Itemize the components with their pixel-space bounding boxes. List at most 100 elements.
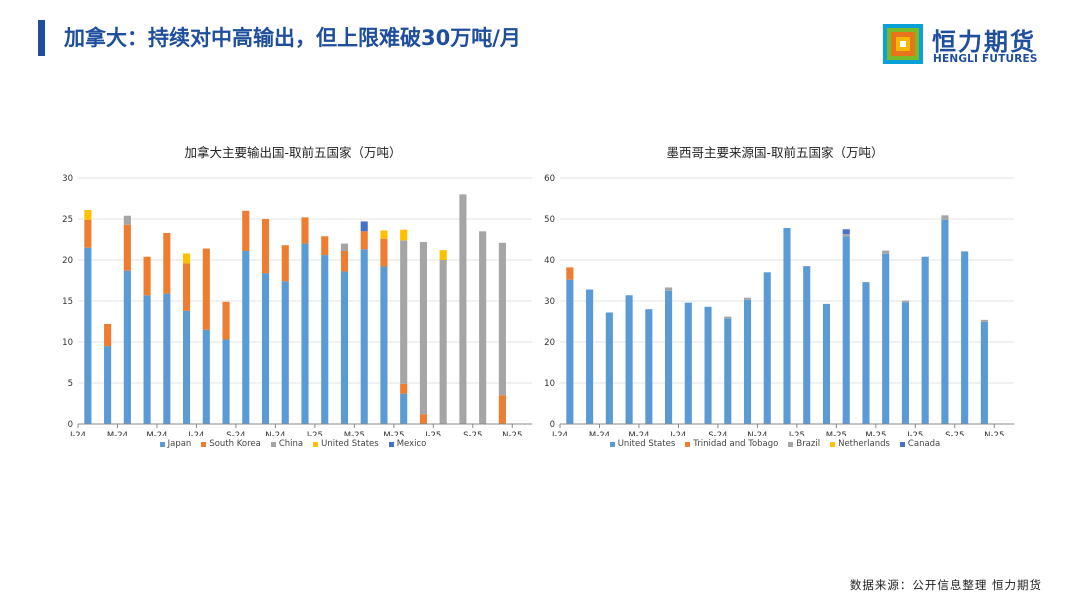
bar-segment [901,300,909,303]
mexico-imports-plot: 0 10 20 30 40 50 60 J-24 M-24 M-24 J-24 S-24 N-24 J-2… [544,174,1014,436]
bar-segment [340,271,349,424]
bar-segment [380,266,388,424]
bar-segment [400,240,408,384]
bar-segment [104,323,112,347]
bar-segment [360,221,368,232]
x-tick-label: S-25 [945,431,964,436]
legend-swatch [313,441,319,447]
bar-segment [459,194,467,424]
bar-segment [822,303,831,424]
bar-segment [84,219,92,248]
y-tick-label: 15 [62,297,73,307]
x-tick-label: N-24 [747,431,767,436]
legend-label: Trinidad and Tobago [693,439,779,449]
y-tick-label: 30 [62,174,73,184]
legend-label: South Korea [209,439,261,449]
legend-item: South Korea [201,439,261,449]
bar-segment [183,263,191,311]
bar-segment [605,312,613,424]
y-tick-label: 30 [544,297,555,307]
x-tick-label: M-25 [383,431,404,436]
x-tick-label: M-24 [146,431,167,436]
mexico-imports-chart: 墨西哥主要来源国-取前五国家（万吨） 0 10 20 30 40 50 60 J-24 M-24… [530,142,1020,462]
bar-segment [400,393,408,424]
bar-segment [321,236,329,256]
chart-legend: United States Trinidad and Tobago Brazil Ne… [530,439,1020,449]
x-tick-label: S-25 [463,431,482,436]
y-tick-label: 10 [544,379,555,389]
bar-segment [498,242,506,396]
legend-swatch [899,441,905,447]
legend-label: Japan [167,439,192,449]
bar-segment [84,209,92,220]
title-accent-bar [38,20,45,56]
legend-item: China [270,439,303,449]
bar-segment [882,250,890,254]
bar-segment [222,301,230,340]
bar-segment [980,319,988,322]
bar-segment [684,302,692,424]
x-tick-label: N-25 [984,431,1004,436]
bar-segment [419,241,427,415]
y-tick-label: 0 [68,420,73,430]
bar-segment [321,255,329,424]
bar-segment [961,251,969,424]
bar-segment [143,256,151,296]
x-tick-label: S-24 [708,431,727,436]
bar-segment [301,243,309,424]
bar-segment [941,219,949,424]
chart-legend: Japan South Korea China United States Mexico [48,439,538,449]
bar-segment [281,245,289,282]
bar-segment [921,256,929,424]
bar-segment [163,232,171,294]
bar-segment [498,395,506,424]
legend-swatch [388,441,394,447]
x-tick-label: J-25 [306,431,323,436]
y-tick-label: 60 [544,174,555,184]
bar-segment [123,215,131,225]
bar-segment [704,306,712,424]
legend-label: Canada [907,439,941,449]
x-tick-label: J-24 [187,431,204,436]
y-tick-label: 20 [62,256,73,266]
brand-logo-icon [883,24,923,64]
x-tick-label: J-24 [551,431,568,436]
bar-segment [163,293,171,424]
legend-label: Netherlands [838,439,890,449]
x-tick-label: M-25 [826,431,847,436]
bar-segment [743,299,752,424]
bar-segment [842,229,850,235]
x-tick-label: M-24 [107,431,128,436]
bar-segment [566,279,574,424]
legend-label: Brazil [796,439,821,449]
bar-segment [261,219,270,274]
bar-segment [222,339,230,424]
bar-segment [143,295,151,424]
y-tick-label: 50 [544,215,555,225]
bar-segment [439,260,447,424]
brand-logo: 恒力期货 HENGLI FUTURES [883,22,1053,66]
bar-segment [183,253,191,264]
bar-segment [566,267,574,280]
bar-segment [479,231,487,424]
bar-segment [301,217,309,244]
y-tick-label: 40 [544,256,555,266]
bar-segment [980,321,988,424]
bar-segment [941,215,949,220]
bar-segment [842,236,850,424]
bar-segment [123,224,131,271]
y-tick-label: 10 [62,338,73,348]
brand-name-en: HENGLI FUTURES [933,53,1038,65]
bar-segment [202,329,210,424]
bar-segment [724,318,732,424]
bar-segment [360,231,368,250]
chart-title: 墨西哥主要来源国-取前五国家（万吨） [666,145,884,160]
bar-segment [803,266,811,424]
x-tick-label: N-25 [502,431,522,436]
bar-segment [724,316,732,319]
bar-segment [380,230,388,239]
bar-segment [123,270,131,424]
bar-segment [901,302,909,424]
bar-segment [242,210,250,251]
bar-segment [842,234,850,237]
